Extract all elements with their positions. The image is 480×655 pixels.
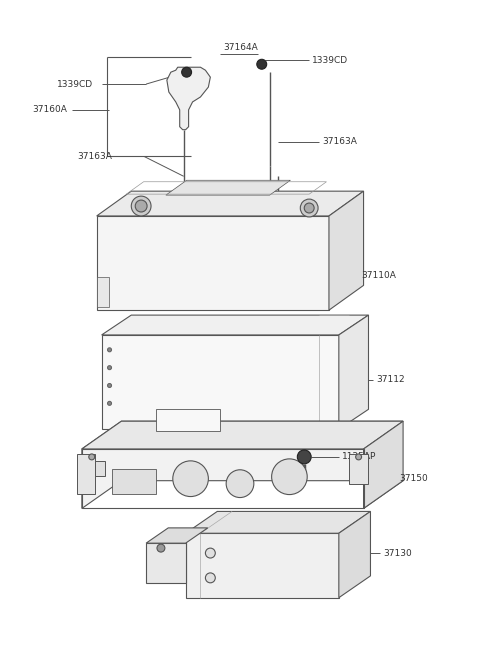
Text: 37164A: 37164A <box>223 43 258 52</box>
Circle shape <box>356 454 361 460</box>
Text: 37163A: 37163A <box>77 152 112 161</box>
Circle shape <box>304 203 314 213</box>
Polygon shape <box>146 528 208 543</box>
Circle shape <box>182 67 192 77</box>
Circle shape <box>108 348 111 352</box>
Text: 37160A: 37160A <box>33 105 67 115</box>
Bar <box>111 469 156 494</box>
Polygon shape <box>339 512 371 598</box>
Text: 37130: 37130 <box>384 549 412 557</box>
Circle shape <box>226 470 254 498</box>
Polygon shape <box>146 543 186 583</box>
Polygon shape <box>82 421 403 449</box>
Bar <box>77 454 95 494</box>
Circle shape <box>272 459 307 495</box>
Bar <box>156 409 220 431</box>
Circle shape <box>135 200 147 212</box>
Circle shape <box>89 454 95 460</box>
Bar <box>96 216 329 310</box>
Text: 37110A: 37110A <box>361 271 396 280</box>
Text: 37112: 37112 <box>376 375 405 384</box>
Circle shape <box>297 450 311 464</box>
Polygon shape <box>186 533 339 598</box>
Polygon shape <box>329 191 363 310</box>
Bar <box>349 454 369 483</box>
Circle shape <box>108 365 111 369</box>
Polygon shape <box>186 512 371 533</box>
Bar <box>82 449 363 508</box>
Bar <box>95 461 105 476</box>
Bar <box>96 278 108 307</box>
Polygon shape <box>166 180 290 195</box>
Polygon shape <box>82 421 403 508</box>
Polygon shape <box>167 67 210 130</box>
Circle shape <box>257 60 267 69</box>
Circle shape <box>108 402 111 405</box>
Circle shape <box>205 573 216 583</box>
Polygon shape <box>363 421 403 508</box>
Circle shape <box>300 199 318 217</box>
Circle shape <box>108 384 111 388</box>
Text: 37163A: 37163A <box>322 137 357 146</box>
Polygon shape <box>96 191 363 216</box>
Circle shape <box>131 196 151 216</box>
Text: 1339CD: 1339CD <box>312 56 348 65</box>
Circle shape <box>205 548 216 558</box>
Text: 37150: 37150 <box>399 474 428 483</box>
Polygon shape <box>339 315 369 429</box>
Circle shape <box>173 461 208 496</box>
Polygon shape <box>102 315 369 335</box>
Text: 1339CD: 1339CD <box>57 79 93 88</box>
Bar <box>102 335 339 429</box>
Text: 1125AP: 1125AP <box>342 453 376 461</box>
Circle shape <box>157 544 165 552</box>
